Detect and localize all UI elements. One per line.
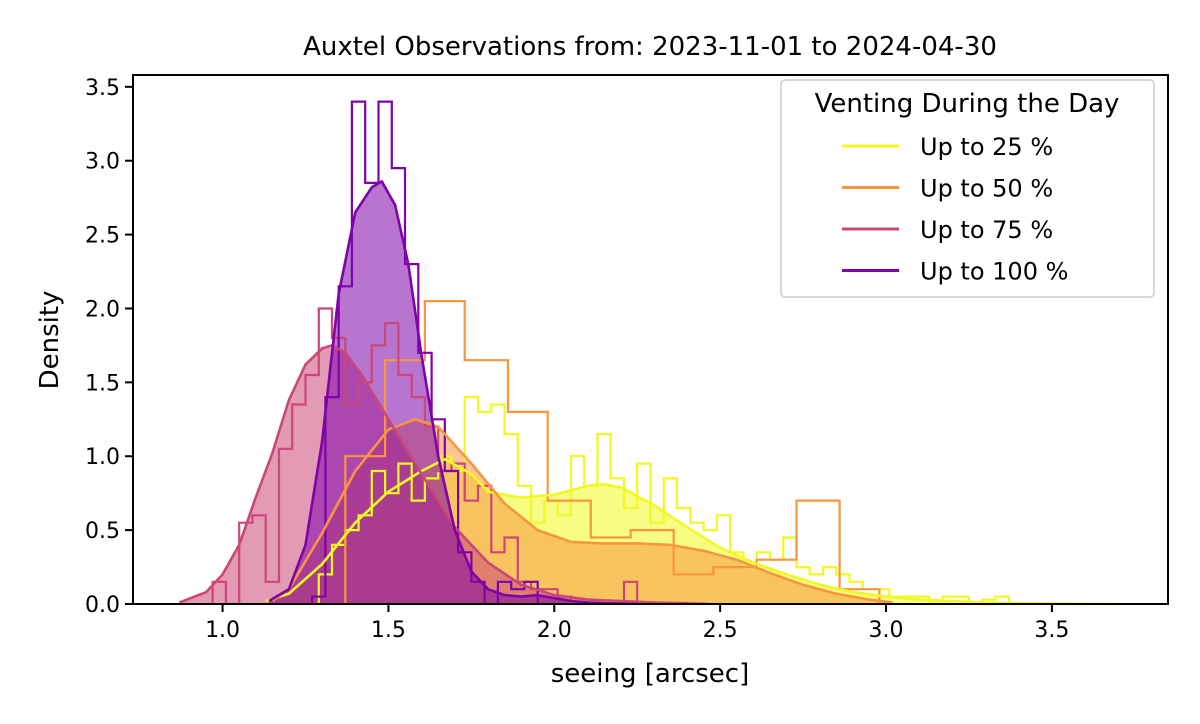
kde-line-up-to-100 <box>268 180 638 604</box>
legend-box <box>780 79 1155 298</box>
kde-lines <box>178 180 1119 604</box>
axes-frame <box>132 74 1169 605</box>
plot-area <box>178 100 1119 604</box>
y-tick-label: 3.5 <box>85 76 120 101</box>
legend-label-up-to-75: Up to 75 % <box>920 216 1053 244</box>
legend-title: Venting During the Day <box>815 89 1120 119</box>
axes: 1.0 1.5 2.0 2.5 3.0 3.5 0.0 0.5 1.0 1.5 2.0 2.5 3.0 3… <box>85 74 1169 643</box>
kde-fill-up-to-100 <box>269 181 638 604</box>
histogram-up-to-100 <box>311 100 539 604</box>
kde-line-up-to-75 <box>178 344 711 604</box>
y-tick-label: 1.5 <box>85 371 120 396</box>
x-tick-label: 1.0 <box>205 618 240 643</box>
kde-line-up-to-50 <box>271 418 893 604</box>
y-axis-label: Density <box>35 291 65 390</box>
legend-label-up-to-25: Up to 25 % <box>920 133 1053 161</box>
x-axis-label: seeing [arcsec] <box>551 659 749 689</box>
histogram-up-to-75 <box>211 307 639 604</box>
histogram-up-to-50 <box>344 300 881 604</box>
y-tick-label: 0.5 <box>85 519 120 544</box>
x-tick-label: 1.5 <box>371 618 406 643</box>
y-tick-label: 0.0 <box>85 593 120 618</box>
y-tick-label: 1.0 <box>85 445 120 470</box>
x-tick-label: 3.5 <box>1034 618 1069 643</box>
kde-line-up-to-25 <box>265 457 1119 604</box>
y-tick-label: 2.5 <box>85 224 120 249</box>
chart-title: Auxtel Observations from: 2023-11-01 to … <box>303 32 997 62</box>
legend: Venting During the Day Up to 25 % Up to 5… <box>780 79 1155 298</box>
y-tick-label: 3.0 <box>85 150 120 175</box>
histogram-steps <box>211 100 1010 604</box>
y-tick-label: 2.0 <box>85 297 120 322</box>
legend-label-up-to-100: Up to 100 % <box>920 258 1068 286</box>
legend-label-up-to-50: Up to 50 % <box>920 175 1053 203</box>
x-tick-label: 2.0 <box>537 618 572 643</box>
x-tick-label: 3.0 <box>869 618 904 643</box>
x-tick-label: 2.5 <box>703 618 738 643</box>
